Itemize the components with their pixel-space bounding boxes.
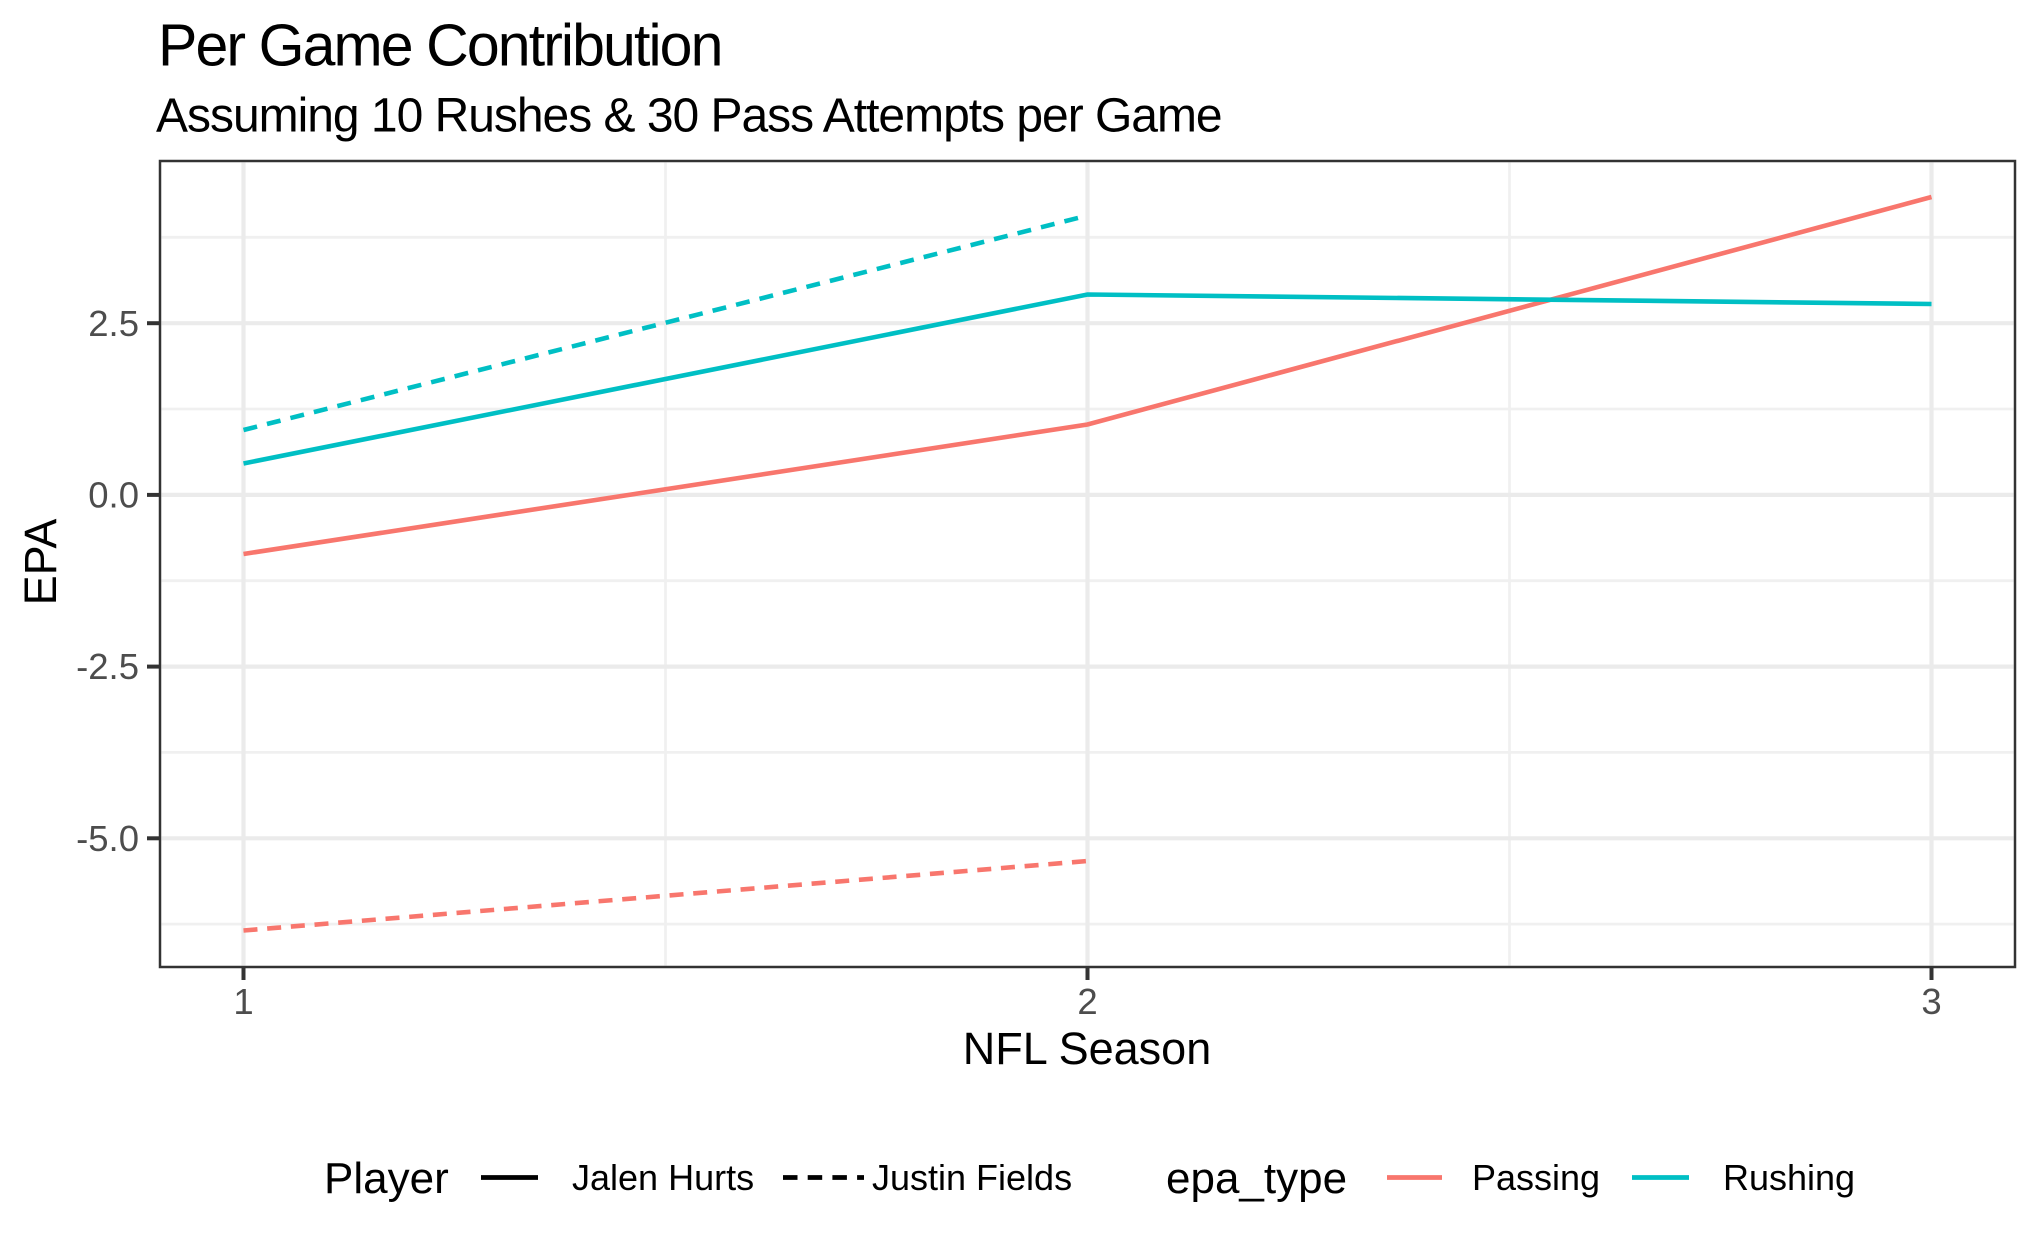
svg-text:3: 3 bbox=[1921, 981, 1941, 1022]
svg-text:Per Game Contribution: Per Game Contribution bbox=[158, 13, 722, 79]
svg-text:2.5: 2.5 bbox=[88, 303, 139, 344]
svg-text:Player: Player bbox=[324, 1154, 449, 1203]
svg-text:1: 1 bbox=[233, 981, 253, 1022]
svg-text:0.0: 0.0 bbox=[88, 475, 139, 516]
svg-text:-2.5: -2.5 bbox=[76, 646, 139, 687]
svg-text:NFL Season: NFL Season bbox=[963, 1023, 1211, 1074]
svg-text:Passing: Passing bbox=[1472, 1157, 1600, 1198]
svg-text:-5.0: -5.0 bbox=[76, 818, 139, 859]
svg-text:2: 2 bbox=[1077, 981, 1097, 1022]
svg-text:Rushing: Rushing bbox=[1723, 1157, 1855, 1198]
svg-text:epa_type: epa_type bbox=[1166, 1154, 1347, 1203]
svg-text:Assuming 10 Rushes & 30 Pass A: Assuming 10 Rushes & 30 Pass Attempts pe… bbox=[156, 90, 1222, 143]
svg-text:Justin Fields: Justin Fields bbox=[872, 1157, 1072, 1198]
svg-text:Jalen Hurts: Jalen Hurts bbox=[572, 1157, 754, 1198]
svg-text:EPA: EPA bbox=[15, 519, 66, 606]
